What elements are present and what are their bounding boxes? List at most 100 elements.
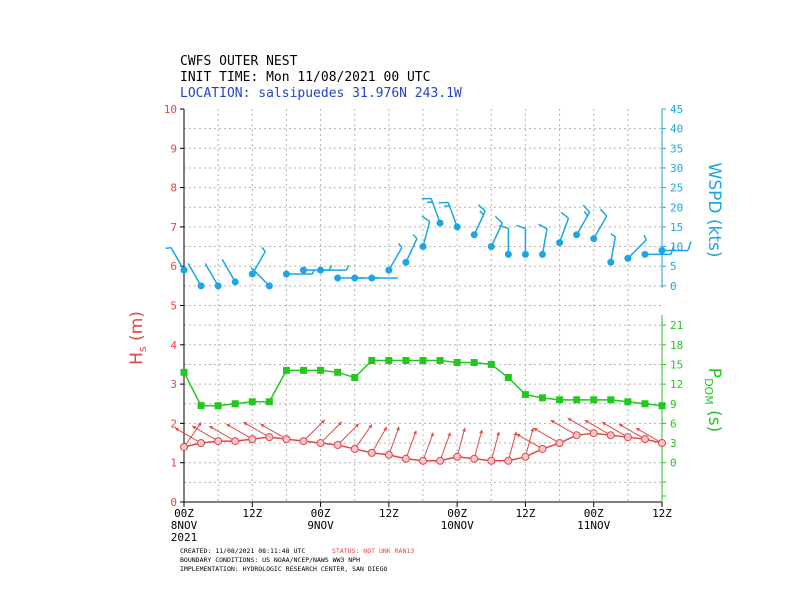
wind-barb-staff [627,239,647,259]
pdom-point [556,396,564,404]
hs-point [640,435,649,444]
hs-point [401,454,410,463]
hs-wave-arrow-head [355,423,359,428]
hs-wave-arrow-head [584,420,589,424]
pdom-series [180,357,666,410]
hs-wave-arrow [439,432,451,461]
hs-wave-arrow [473,429,483,459]
hs-wave-arrow [601,421,629,438]
x-date-label: 9NOV [307,519,334,532]
pdom-point [453,358,461,366]
pdom-point [300,366,307,374]
wind-barb-staff [187,262,202,287]
hs-wave-arrow [567,417,594,434]
hs-wave-arrow [388,426,400,456]
wind-barb-flag [499,224,509,230]
wspd-point [197,282,205,290]
wspd-point [504,250,512,258]
wspd-point [180,266,188,274]
pdom-point [385,357,393,365]
wind-barb-half-flag [412,234,418,240]
hs-tick-label: 5 [170,300,177,313]
hs-point [282,435,291,444]
hs-wave-arrow [618,423,646,440]
hs-point [470,454,479,463]
hs-tick-label: 3 [170,378,177,391]
hs-wave-arrow [174,427,202,444]
wind-barb-flag [560,211,569,219]
hs-wave-arrow [183,422,202,448]
wind-barb-flag [687,241,692,251]
hs-wave-arrow-head [530,427,535,432]
hs-tick-label: 8 [170,182,177,195]
x-tick-label: 12Z [515,507,535,520]
hs-tick-label: 1 [170,457,177,470]
hs-tick-label: 9 [170,142,177,155]
pdom-point [641,400,649,408]
hs-wave-arrow-head [533,428,538,432]
hs-wave-arrow-head [368,424,372,429]
wind-barb-staff [490,222,503,247]
wspd-point [436,219,444,227]
hs-wave-arrow-head [618,424,623,428]
hs-wave-arrow [524,427,534,457]
wspd-point [368,274,376,282]
wspd-point [521,250,529,258]
pdom-point [504,374,512,382]
pdom-point [539,394,546,402]
pdom-point [470,358,478,366]
x-tick-label: 00Z [174,507,194,520]
hs-wave-arrow [371,426,388,454]
wspd-point [419,243,427,251]
x-tick-label: 00Z [447,507,467,520]
wspd-tick-label: 35 [670,142,683,155]
axes [180,108,666,507]
pdom-point [317,366,325,374]
hs-point [265,433,274,442]
hs-point [214,437,223,446]
hs-wave-arrow-head [430,432,434,437]
hs-point [658,439,666,448]
hs-point [384,450,393,459]
hs-wave-arrow-head [516,433,521,438]
wspd-tick-label: 15 [670,221,683,234]
wind-barb-staff [610,236,617,263]
pdom-point [214,402,222,410]
wind-barb-flag [477,204,486,212]
wind-barb-half-flag [610,233,616,238]
wind-barb-half-flag [165,246,172,250]
footer-created: CREATED: 11/08/2021 08:11:48 UTC [180,547,305,555]
wind-barb-flag [494,215,503,224]
wind-barb-flag [421,215,431,223]
hs-tick-label: 2 [170,417,177,430]
wspd-point [317,266,325,274]
pdom-point [607,396,615,404]
wind-barb-staff [405,238,418,263]
wspd-axis-label: WSPD (kts) [704,163,724,258]
hs-wave-arrow-head [462,427,466,432]
pdom-tick-label: 6 [670,417,677,430]
pdom-point [487,360,495,368]
wind-barb-staff [388,247,403,271]
hs-point [350,444,359,453]
init-time: INIT TIME: Mon 11/08/2021 00 UTC [180,70,430,85]
hs-wave-arrow-head [601,422,606,426]
wspd-point [265,282,273,290]
hs-point [538,444,547,453]
hs-wave-arrow-head [447,432,451,437]
pdom-point [624,398,632,406]
wspd-point [539,250,546,258]
hs-point [231,437,240,446]
hs-wave-arrow [456,427,466,457]
wind-barb-half-flag [397,242,403,249]
hs-wave-arrow-head [479,429,483,434]
pdom-point [419,357,427,365]
hs-point [180,442,188,451]
hs-point [589,429,598,438]
tick-labels: 0123456789100510152025303540450369121518… [164,103,684,544]
hs-tick-label: 6 [170,260,177,273]
hs-point [453,452,462,461]
wind-barb-staff [575,211,591,236]
wspd-point [334,274,342,282]
wspd-point [351,274,359,282]
